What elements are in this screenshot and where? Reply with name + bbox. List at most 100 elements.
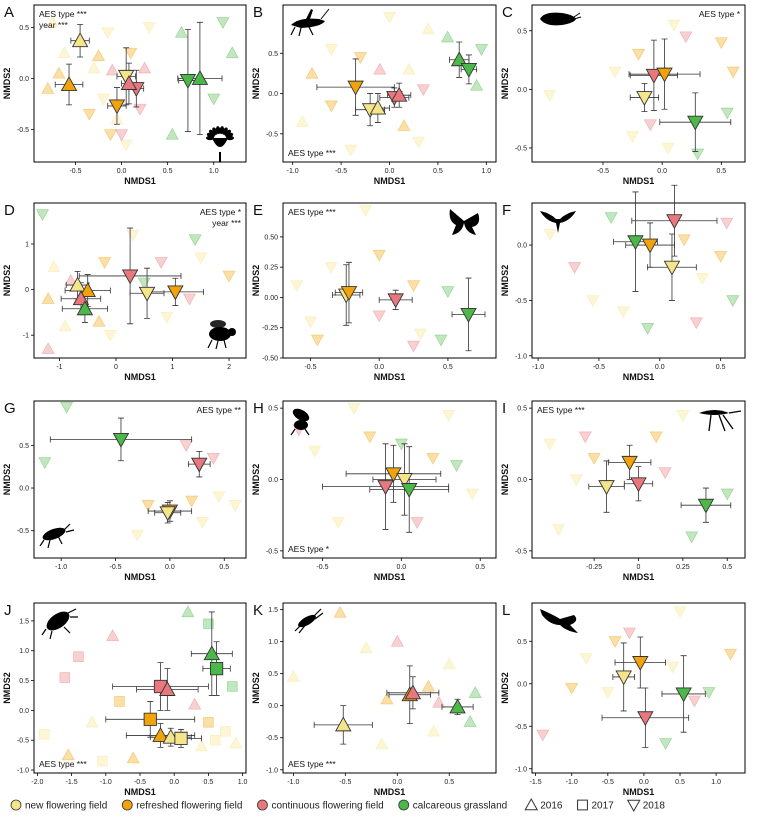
x-tick-label: 1.0 bbox=[209, 168, 219, 175]
x-tick-label: 0.0 bbox=[657, 168, 667, 175]
site-point bbox=[105, 63, 119, 76]
site-points bbox=[286, 605, 482, 750]
site-point bbox=[658, 467, 672, 480]
plot-frame bbox=[282, 4, 497, 163]
centroid-new-2018 bbox=[615, 670, 632, 686]
x-tick-label: 0.0 bbox=[655, 364, 665, 371]
legend-item-continuous: continuous flowering field bbox=[257, 799, 384, 812]
site-point bbox=[372, 249, 386, 262]
site-point bbox=[587, 452, 601, 465]
plot-frame bbox=[531, 4, 746, 163]
site-point bbox=[290, 280, 304, 293]
x-tick-label: -1.0 bbox=[100, 779, 112, 786]
legend-year-label: 2016 bbox=[540, 801, 563, 812]
site-point bbox=[434, 334, 448, 347]
site-point bbox=[114, 696, 125, 707]
legend-year-label: 2017 bbox=[591, 801, 614, 812]
y-tick-label: 0.5 bbox=[268, 671, 278, 678]
y-tick-label: 0.5 bbox=[517, 28, 527, 35]
centroid-refreshed-2017 bbox=[143, 712, 157, 726]
legend: new flowering field refreshed flowering f… bbox=[10, 797, 665, 813]
centroid-continuous-2018 bbox=[387, 293, 404, 309]
site-point bbox=[324, 44, 339, 57]
site-point bbox=[96, 93, 110, 106]
site-point bbox=[390, 634, 404, 647]
site-point bbox=[382, 11, 397, 24]
x-axis-title: NMDS1 bbox=[623, 572, 655, 582]
site-point bbox=[679, 31, 693, 44]
site-point bbox=[85, 715, 99, 728]
significance-annotation: AES type * bbox=[200, 207, 242, 217]
site-point bbox=[667, 19, 681, 32]
site-point bbox=[179, 440, 193, 453]
legend-label: continuous flowering field bbox=[271, 801, 383, 812]
site-points bbox=[536, 606, 738, 750]
site-point bbox=[130, 529, 144, 542]
site-point bbox=[442, 410, 456, 422]
plot-frame bbox=[33, 602, 247, 774]
panel-a: A -0.5 0.0 0.5 1.0 -0.5 0.0 0.5 NMDS1 NMDS2 AES ty… bbox=[2, 4, 247, 186]
centroid-continuous-2018 bbox=[645, 68, 663, 84]
error-bars bbox=[332, 261, 486, 352]
y-tick-label: 0.5 bbox=[517, 639, 527, 646]
site-point bbox=[286, 670, 300, 682]
y-tick-label: -0.5 bbox=[515, 145, 527, 152]
plot-frame bbox=[282, 602, 497, 774]
y-axis-title: NMDS2 bbox=[251, 68, 261, 100]
x-tick-label: -1.5 bbox=[66, 779, 78, 786]
x-tick-label: 1.0 bbox=[238, 779, 248, 786]
significance-annotation: AES type * bbox=[699, 9, 741, 19]
moth-silhouette-icon bbox=[540, 12, 582, 26]
site-point bbox=[677, 234, 691, 247]
centroid-new-2018 bbox=[159, 506, 176, 522]
site-point bbox=[41, 292, 55, 304]
panel-label: I bbox=[502, 400, 506, 417]
x-tick-label: 0.0 bbox=[639, 779, 649, 786]
significance-annotation: AES type *** bbox=[39, 9, 87, 19]
y-tick-label: 0.0 bbox=[517, 87, 527, 94]
centroid-continuous-2016 bbox=[404, 684, 422, 700]
site-point bbox=[410, 517, 424, 530]
x-tick-label: 0.0 bbox=[165, 564, 175, 571]
y-tick-label: -0.5 bbox=[515, 724, 527, 731]
centroid-continuous-2018 bbox=[190, 457, 208, 473]
site-point bbox=[676, 410, 690, 422]
y-tick-label: 1.0 bbox=[268, 639, 278, 646]
x-tick-label: -0.5 bbox=[304, 364, 316, 371]
y-tick-label: 0.5 bbox=[19, 443, 29, 450]
legend-shape-square bbox=[577, 799, 588, 811]
centroid-markers bbox=[636, 67, 704, 131]
site-point bbox=[138, 61, 152, 74]
y-tick-label: 0.50 bbox=[264, 234, 278, 241]
x-tick-label: -1 bbox=[56, 364, 62, 371]
legend-label: calcareous grassland bbox=[413, 801, 508, 812]
site-point bbox=[649, 431, 663, 444]
site-point bbox=[194, 739, 209, 752]
site-point bbox=[616, 306, 630, 319]
site-point bbox=[373, 62, 387, 75]
site-point bbox=[333, 605, 347, 618]
centroid-continuous-2018 bbox=[377, 480, 394, 496]
panel-h: H -0.5 0.0 0.5 -0.5 0.0 0.5 NMDS1 NMDS2 AES type … bbox=[251, 400, 497, 582]
site-point bbox=[372, 310, 386, 323]
x-tick-label: -1.0 bbox=[287, 168, 299, 175]
y-tick-label: -0.5 bbox=[266, 131, 278, 138]
x-tick-label: -1.0 bbox=[532, 364, 544, 371]
site-point bbox=[207, 93, 221, 106]
site-point bbox=[347, 402, 361, 415]
panel-c: C -0.5 0.0 0.5 -0.5 0.0 0.5 NMDS1 NMDS2 AES type … bbox=[500, 4, 746, 186]
centroid-new-2018 bbox=[663, 260, 681, 276]
site-point bbox=[601, 687, 615, 699]
site-point bbox=[565, 682, 579, 695]
x-tick-label: -2.0 bbox=[31, 779, 43, 786]
centroid-refreshed-2016 bbox=[79, 282, 96, 297]
panel-label: J bbox=[4, 602, 12, 619]
centroid-calcareous-2018 bbox=[179, 73, 197, 89]
centroid-calcareous-2018 bbox=[675, 687, 692, 703]
site-point bbox=[61, 748, 75, 761]
site-point bbox=[380, 692, 394, 705]
ichneumon-silhouette-icon bbox=[699, 410, 742, 432]
x-axis-title: NMDS1 bbox=[124, 176, 156, 186]
legend-label: refreshed flowering field bbox=[136, 801, 242, 812]
centroid-markers bbox=[60, 32, 209, 115]
